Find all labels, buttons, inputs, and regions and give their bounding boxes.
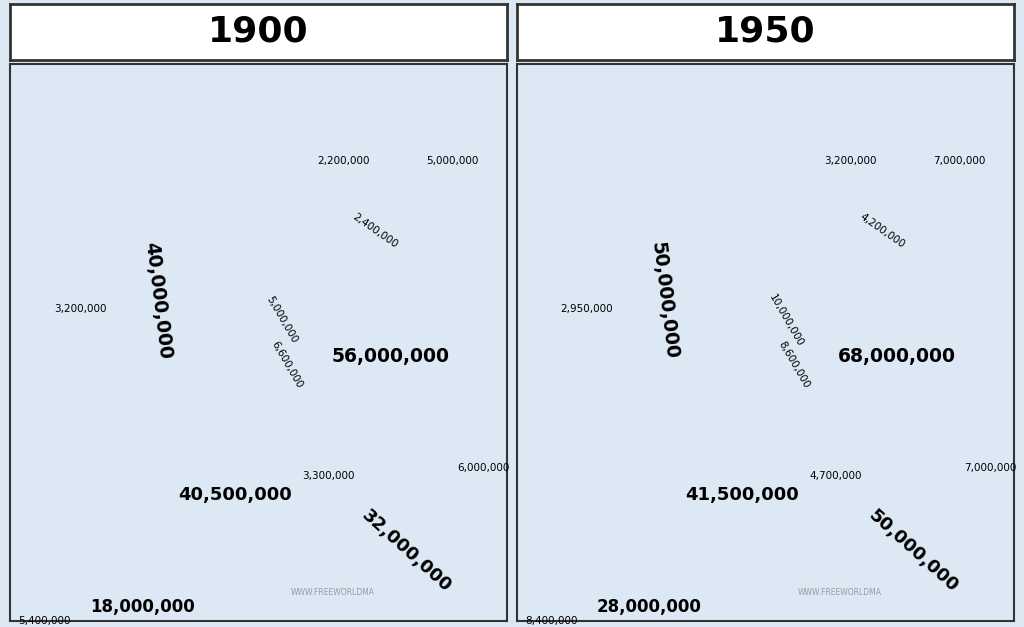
Text: 40,000,000: 40,000,000	[141, 241, 174, 361]
Text: 7,000,000: 7,000,000	[933, 156, 986, 166]
Text: 40,500,000: 40,500,000	[178, 487, 292, 505]
Text: 2,400,000: 2,400,000	[350, 212, 399, 250]
Text: 28,000,000: 28,000,000	[597, 598, 701, 616]
Text: 50,000,000: 50,000,000	[648, 241, 681, 361]
Text: 2,950,000: 2,950,000	[561, 304, 613, 314]
Text: 1900: 1900	[208, 15, 309, 49]
Text: 5,000,000: 5,000,000	[426, 156, 479, 166]
Text: 4,200,000: 4,200,000	[857, 212, 906, 250]
Text: 1950: 1950	[715, 15, 816, 49]
Text: 4,700,000: 4,700,000	[809, 471, 861, 481]
Text: WWW.FREEWORLDMA: WWW.FREEWORLDMA	[798, 588, 882, 598]
Text: 3,300,000: 3,300,000	[302, 471, 354, 481]
Text: 41,500,000: 41,500,000	[685, 487, 799, 505]
Text: WWW.FREEWORLDMA: WWW.FREEWORLDMA	[291, 588, 375, 598]
Text: 6,600,000: 6,600,000	[269, 339, 304, 390]
Text: 68,000,000: 68,000,000	[839, 347, 956, 366]
Text: 18,000,000: 18,000,000	[90, 598, 195, 616]
Text: 5,400,000: 5,400,000	[18, 616, 71, 626]
Text: 2,200,000: 2,200,000	[317, 156, 370, 166]
Text: 10,000,000: 10,000,000	[767, 292, 805, 348]
Text: 50,000,000: 50,000,000	[864, 507, 962, 596]
Text: 3,200,000: 3,200,000	[54, 304, 106, 314]
Text: 32,000,000: 32,000,000	[357, 507, 455, 596]
Text: 7,000,000: 7,000,000	[965, 463, 1017, 473]
Text: 8,600,000: 8,600,000	[776, 339, 811, 390]
Text: 56,000,000: 56,000,000	[332, 347, 450, 366]
Text: 6,000,000: 6,000,000	[458, 463, 510, 473]
Text: 8,400,000: 8,400,000	[525, 616, 578, 626]
Text: 5,000,000: 5,000,000	[264, 295, 299, 345]
Text: 3,200,000: 3,200,000	[824, 156, 877, 166]
